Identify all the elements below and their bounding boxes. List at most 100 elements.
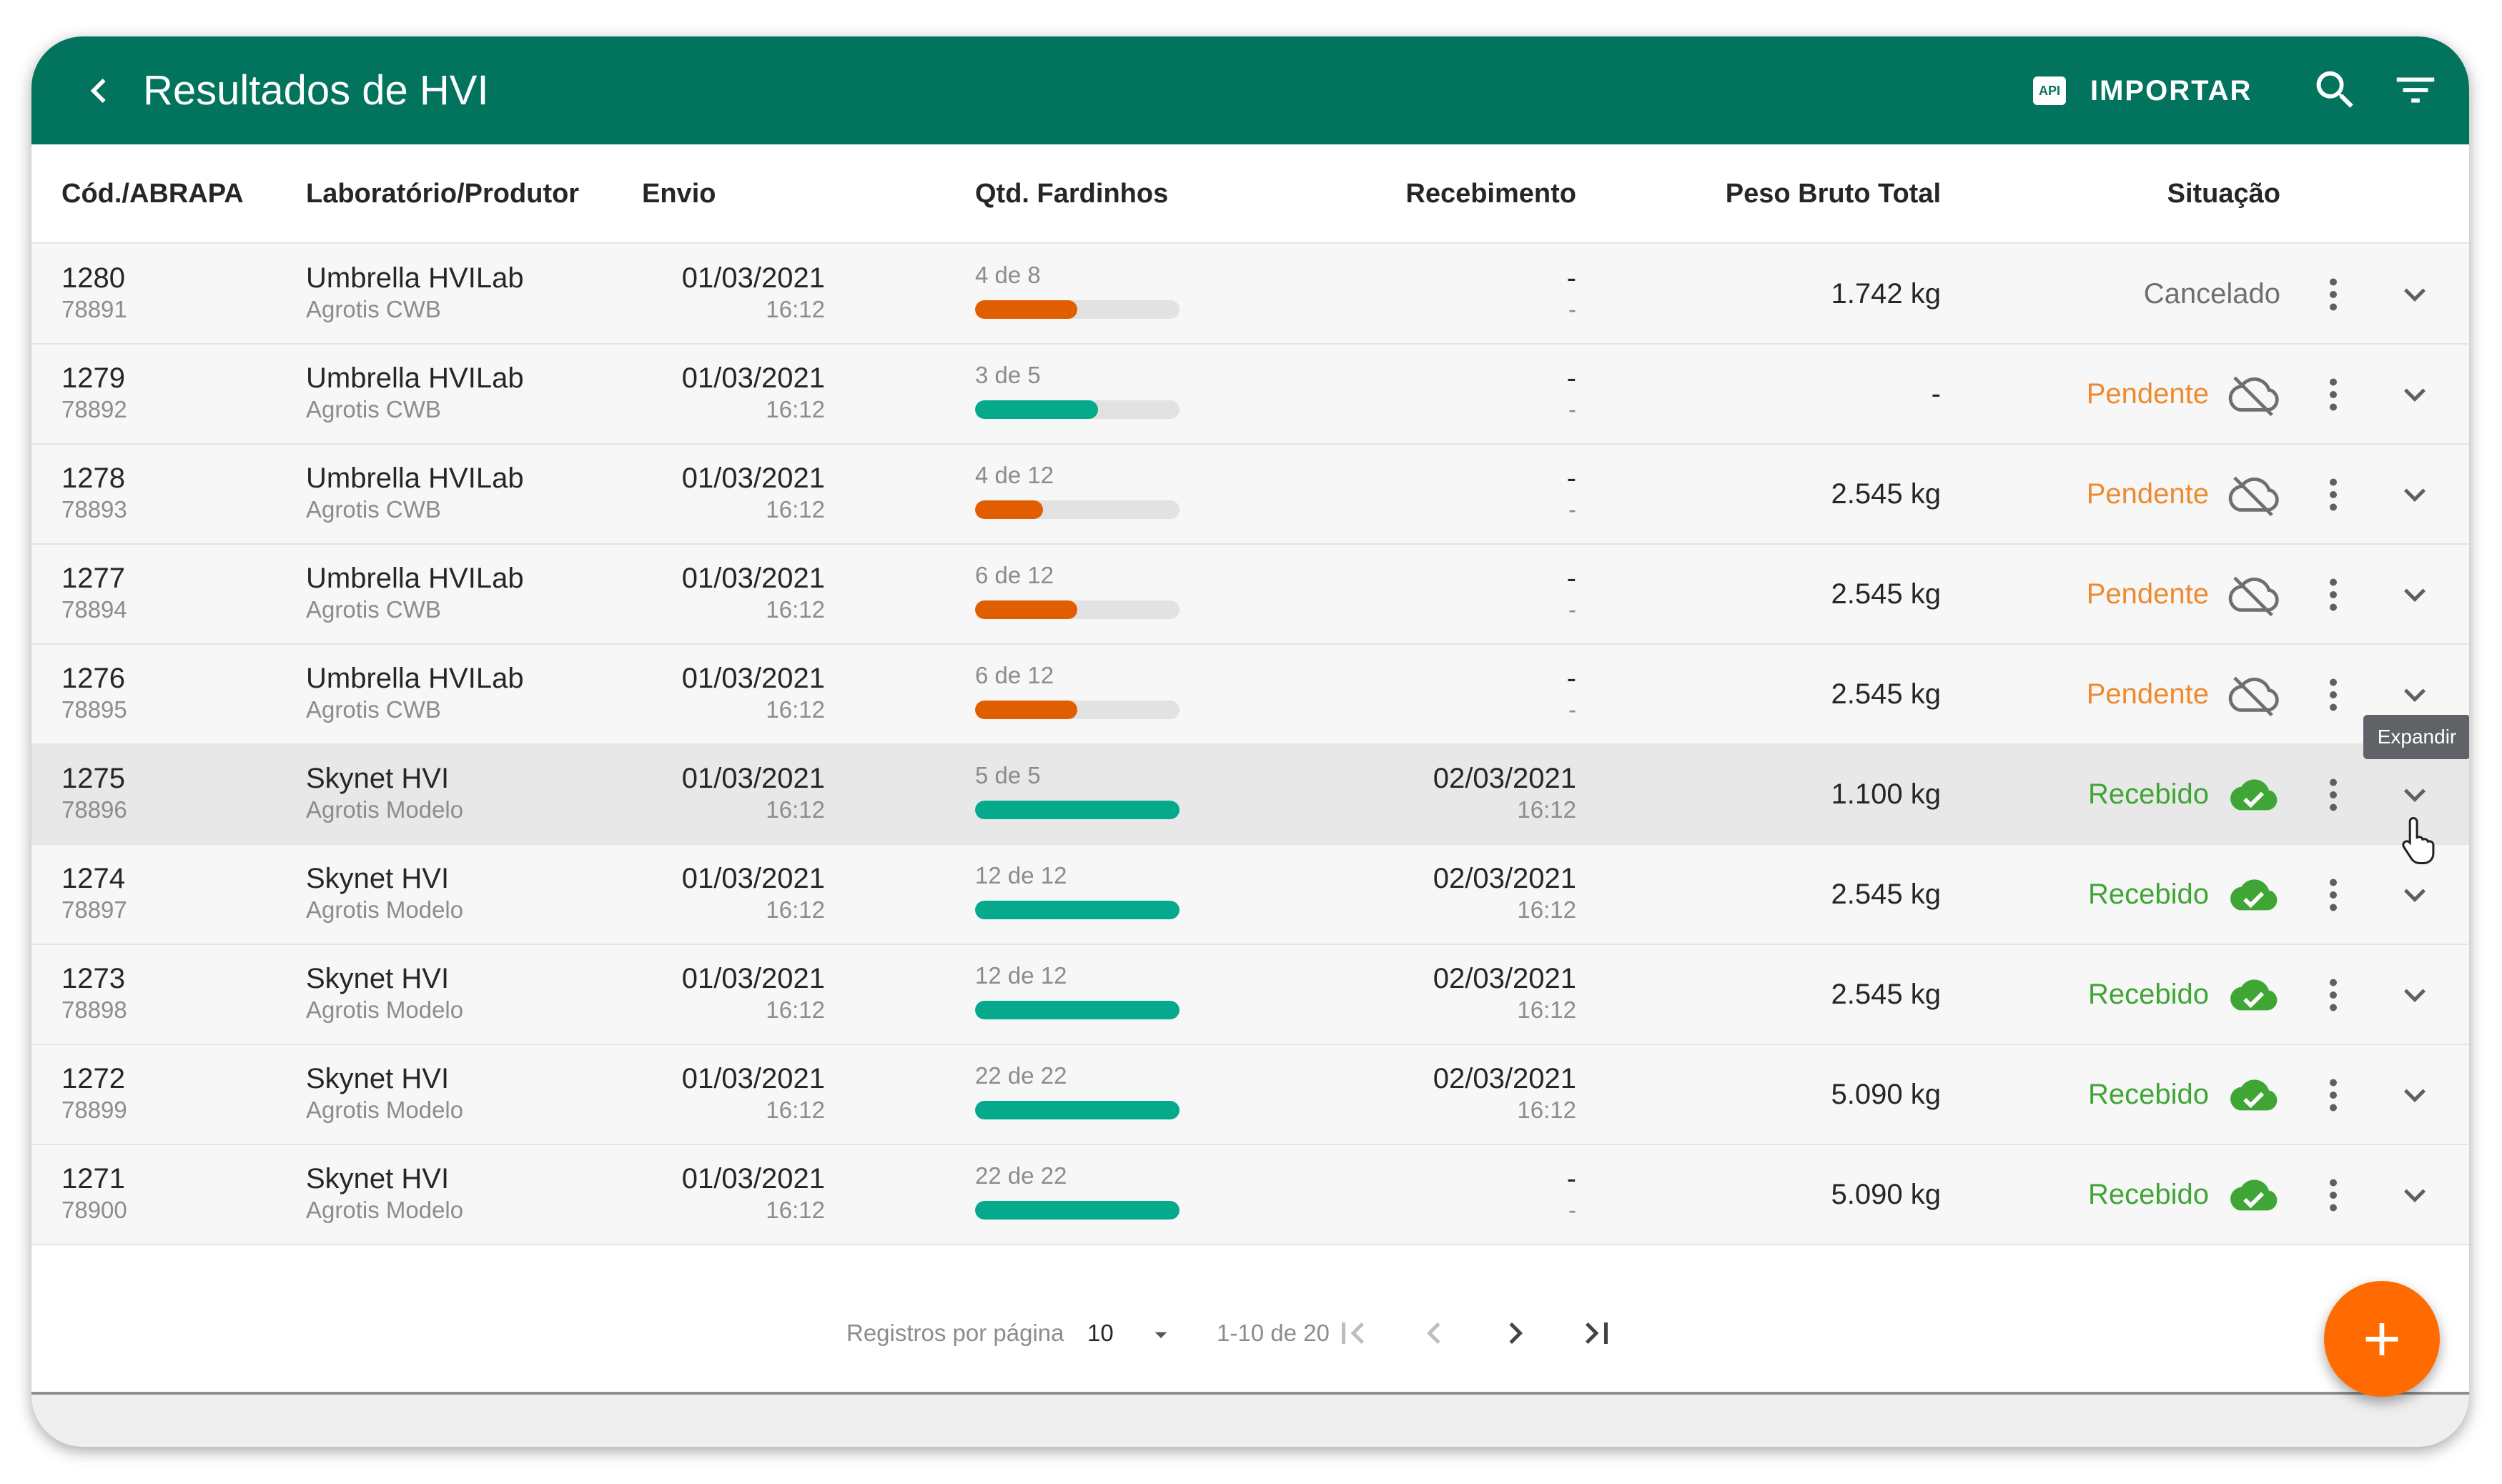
status-text: Recebido — [2087, 1179, 2209, 1210]
table-row[interactable]: 1279 78892 Umbrella HVILab Agrotis CWB 01/03… — [31, 345, 2469, 445]
chevron-down-icon[interactable] — [2393, 473, 2436, 516]
cloud-done-icon — [2226, 874, 2280, 916]
qtd-progress-fill — [975, 801, 1180, 819]
status-text: Pendente — [2086, 578, 2209, 610]
column-header-qtd[interactable]: Qtd. Fardinhos — [975, 179, 1169, 209]
table-row[interactable]: 1280 78891 Umbrella HVILab Agrotis CWB 01/03… — [31, 244, 2469, 345]
chevron-down-icon[interactable] — [2393, 874, 2436, 916]
chevron-down-icon[interactable] — [2393, 1174, 2436, 1217]
previous-page-icon[interactable] — [1413, 1312, 1455, 1355]
last-page-icon[interactable] — [1576, 1312, 1618, 1355]
more-vert-icon[interactable] — [2312, 773, 2355, 816]
back-arrow-icon[interactable] — [74, 66, 123, 115]
table-row[interactable]: 1272 78899 Skynet HVI Agrotis Modelo 01/03/2… — [31, 1045, 2469, 1145]
laboratorio: Skynet HVI — [306, 1163, 450, 1194]
chevron-down-icon[interactable] — [2393, 974, 2436, 1016]
envio-time: 16:12 — [766, 796, 825, 823]
table-row[interactable]: 1275 78896 Skynet HVI Agrotis Modelo 01/03/2… — [31, 745, 2469, 845]
status-text: Recebido — [2087, 778, 2209, 810]
envio-time: 16:12 — [766, 696, 825, 723]
more-vert-icon[interactable] — [2312, 974, 2355, 1016]
envio-date: 01/03/2021 — [681, 1163, 825, 1194]
status-text: Pendente — [2086, 478, 2209, 510]
results-table: Cód./ABRAPA Laboratório/Produtor Envio Q… — [31, 144, 2469, 1395]
recebimento-time: 16:12 — [1517, 796, 1576, 823]
filter-icon[interactable] — [2390, 65, 2441, 115]
peso-bruto: - — [1931, 378, 1941, 410]
divider — [31, 1392, 2469, 1395]
status-text: Recebido — [2087, 879, 2209, 910]
app-bar: Resultados de HVI API IMPORTAR — [31, 36, 2469, 144]
table-row[interactable]: 1278 78893 Umbrella HVILab Agrotis CWB 01/03… — [31, 445, 2469, 545]
recebimento-date: - — [1566, 663, 1576, 694]
more-vert-icon[interactable] — [2312, 673, 2355, 716]
recebimento-time: - — [1568, 496, 1576, 523]
qtd-label: 12 de 12 — [975, 862, 1067, 889]
column-header-laboratorio[interactable]: Laboratório/Produtor — [306, 179, 580, 209]
abrapa: 78895 — [61, 696, 127, 723]
column-header-situacao[interactable]: Situação — [2167, 179, 2280, 209]
codigo: 1274 — [61, 863, 125, 894]
column-header-envio[interactable]: Envio — [642, 179, 716, 209]
per-page-select[interactable]: 10 — [1087, 1320, 1114, 1346]
next-page-icon[interactable] — [1494, 1312, 1537, 1355]
chevron-down-icon[interactable] — [2393, 373, 2436, 416]
envio-time: 16:12 — [766, 596, 825, 623]
status-text: Cancelado — [2143, 278, 2280, 310]
chevron-down-icon[interactable] — [2393, 573, 2436, 616]
import-button[interactable]: API IMPORTAR — [2033, 58, 2252, 124]
column-header-codigo[interactable]: Cód./ABRAPA — [61, 179, 244, 209]
table-row[interactable]: 1277 78894 Umbrella HVILab Agrotis CWB 01/03… — [31, 545, 2469, 645]
qtd-progress — [975, 500, 1180, 519]
more-vert-icon[interactable] — [2312, 373, 2355, 416]
qtd-label: 3 de 5 — [975, 362, 1041, 388]
chevron-down-icon[interactable] — [2393, 1074, 2436, 1117]
table-row[interactable]: 1276 78895 Umbrella HVILab Agrotis CWB 01/03… — [31, 645, 2469, 745]
more-vert-icon[interactable] — [2312, 1074, 2355, 1117]
laboratorio: Umbrella HVILab — [306, 663, 524, 694]
more-vert-icon[interactable] — [2312, 573, 2355, 616]
recebimento-time: 16:12 — [1517, 996, 1576, 1023]
table-row[interactable]: 1274 78897 Skynet HVI Agrotis Modelo 01/03/2… — [31, 845, 2469, 945]
qtd-progress-fill — [975, 400, 1098, 419]
envio-date: 01/03/2021 — [681, 963, 825, 994]
status-text: Recebido — [2087, 979, 2209, 1010]
first-page-icon[interactable] — [1331, 1312, 1374, 1355]
column-header-peso[interactable]: Peso Bruto Total — [1725, 179, 1941, 209]
qtd-progress — [975, 400, 1180, 419]
more-vert-icon[interactable] — [2312, 874, 2355, 916]
recebimento-time: - — [1568, 396, 1576, 422]
table-row[interactable]: 1271 78900 Skynet HVI Agrotis Modelo 01/03/2… — [31, 1145, 2469, 1245]
envio-date: 01/03/2021 — [681, 1063, 825, 1094]
qtd-progress — [975, 701, 1180, 719]
qtd-label: 6 de 12 — [975, 562, 1054, 588]
produtor: Agrotis CWB — [306, 696, 441, 723]
column-header-recebimento[interactable]: Recebimento — [1405, 179, 1576, 209]
table-row[interactable]: 1273 78898 Skynet HVI Agrotis Modelo 01/03/2… — [31, 945, 2469, 1045]
peso-bruto: 5.090 kg — [1831, 1079, 1941, 1110]
more-vert-icon[interactable] — [2312, 1174, 2355, 1217]
add-button[interactable]: + — [2324, 1281, 2440, 1397]
qtd-progress-fill — [975, 901, 1180, 919]
codigo: 1278 — [61, 462, 125, 494]
search-icon[interactable] — [2310, 65, 2360, 115]
more-vert-icon[interactable] — [2312, 273, 2355, 316]
qtd-progress — [975, 801, 1180, 819]
chevron-down-icon[interactable] — [2393, 673, 2436, 716]
laboratorio: Skynet HVI — [306, 1063, 450, 1094]
produtor: Agrotis Modelo — [306, 1197, 464, 1223]
cloud-done-icon — [2226, 1074, 2280, 1117]
envio-date: 01/03/2021 — [681, 763, 825, 794]
more-vert-icon[interactable] — [2312, 473, 2355, 516]
laboratorio: Skynet HVI — [306, 763, 450, 794]
peso-bruto: 1.742 kg — [1831, 278, 1941, 310]
abrapa: 78892 — [61, 396, 127, 422]
chevron-down-icon[interactable] — [2393, 773, 2436, 816]
chevron-down-icon[interactable] — [1147, 1320, 1175, 1349]
laboratorio: Umbrella HVILab — [306, 262, 524, 294]
chevron-down-icon[interactable] — [2393, 273, 2436, 316]
envio-date: 01/03/2021 — [681, 462, 825, 494]
page-range: 1-10 de 20 — [1217, 1320, 1330, 1346]
qtd-label: 5 de 5 — [975, 762, 1041, 788]
codigo: 1272 — [61, 1063, 125, 1094]
